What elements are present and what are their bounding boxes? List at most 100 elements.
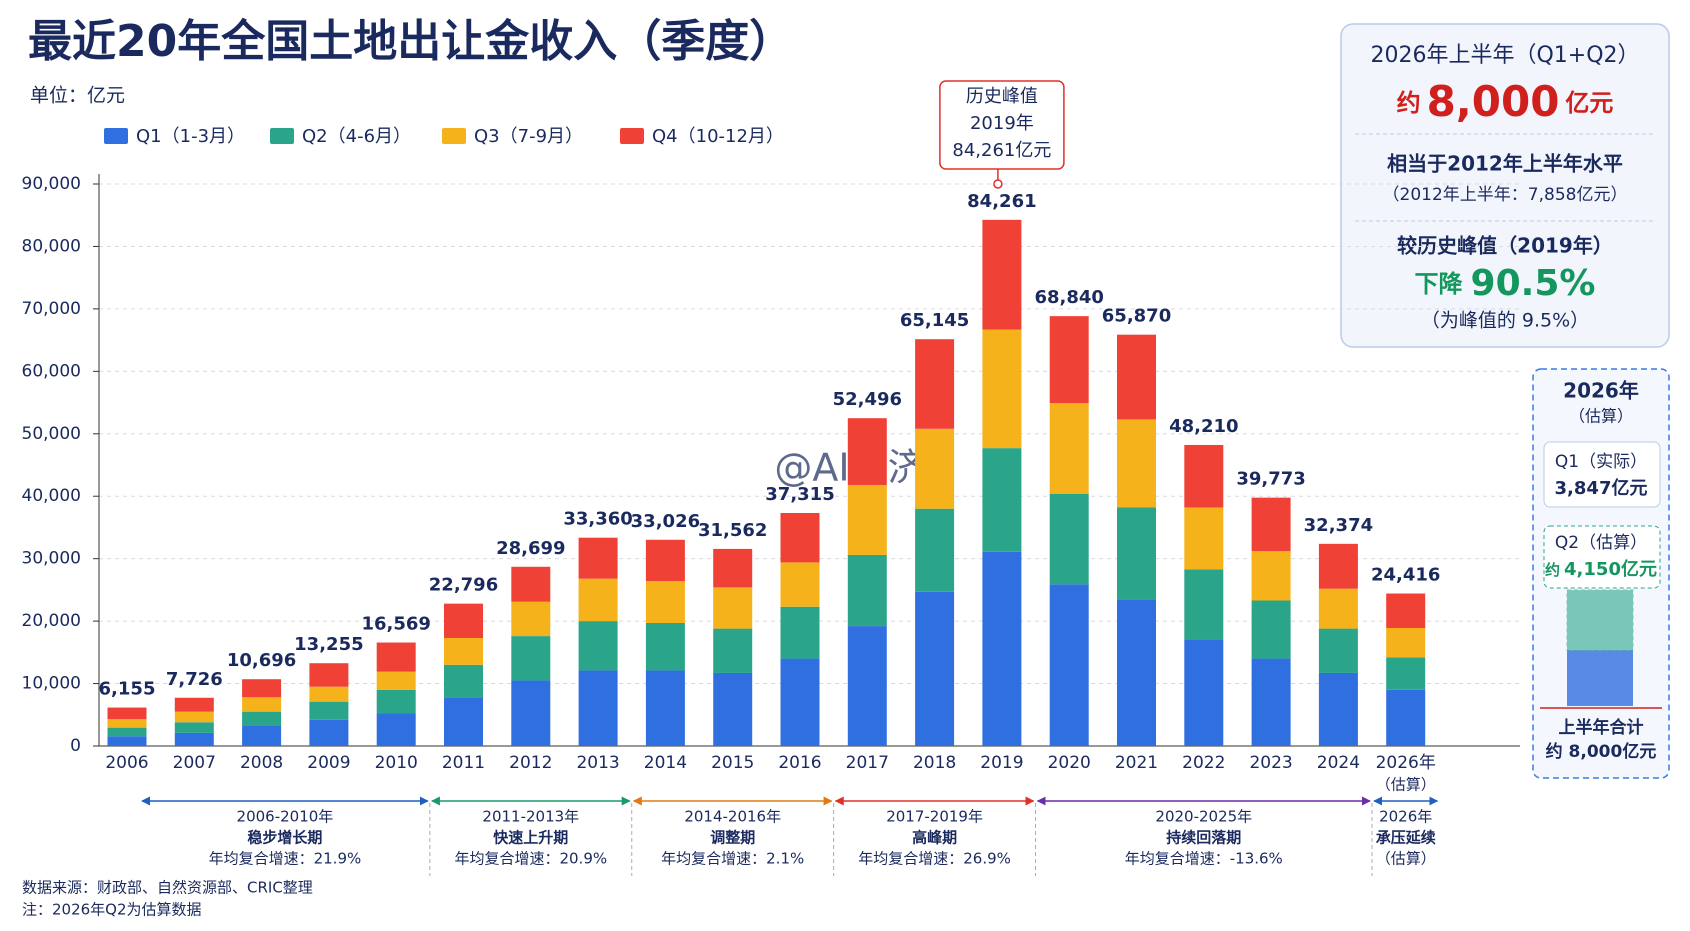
period-growth: 年均复合增速：2.1% <box>661 850 804 868</box>
bar-segment <box>1251 551 1291 601</box>
total-label: 31,562 <box>698 520 767 541</box>
bar-segment <box>376 671 416 690</box>
x-tick-label: 2012 <box>509 753 552 773</box>
bar-segment <box>1117 419 1156 508</box>
x-tick-label: 2011 <box>442 753 485 773</box>
bar-segment <box>1386 627 1426 658</box>
drop-word: 下降 <box>1415 270 1464 298</box>
legend-swatch <box>104 128 128 144</box>
total-label: 24,416 <box>1371 565 1440 586</box>
period-range: 2017-2019年 <box>886 808 983 826</box>
period-range: 2011-2013年 <box>482 808 579 826</box>
bar-segment <box>511 680 551 746</box>
unit: 亿元 <box>1565 89 1613 117</box>
bar-segment <box>1184 444 1224 508</box>
peak-text: 历史峰值 <box>966 86 1038 107</box>
estimate-note: （估算） <box>1569 407 1633 426</box>
mini-bar <box>1566 589 1634 651</box>
bar-segment <box>376 642 416 672</box>
period-range: 2026年 <box>1379 808 1432 826</box>
x-tick-label: 2010 <box>375 753 418 773</box>
period-growth: 年均复合增速：26.9% <box>858 850 1011 868</box>
q1-label: Q1（实际） <box>1555 452 1647 472</box>
bar-segment <box>1386 657 1426 690</box>
bar-segment <box>1049 584 1089 746</box>
drop-pct: 90.5% <box>1471 263 1596 304</box>
x-tick-label: 2009 <box>307 753 350 773</box>
bar-segment <box>444 603 483 638</box>
bar-segment <box>713 672 753 746</box>
bar-segment <box>982 551 1022 746</box>
unit-label: 单位：亿元 <box>30 85 125 107</box>
mini-bar <box>1567 650 1633 706</box>
total-label: 65,870 <box>1102 306 1171 327</box>
legend-swatch <box>620 128 644 144</box>
bar-segment <box>511 566 551 602</box>
bar-segment <box>1386 593 1426 628</box>
peak-heading: 较历史峰值（2019年） <box>1397 234 1613 258</box>
bar-segment <box>780 658 820 746</box>
total-label: 22,796 <box>429 575 498 596</box>
bar-segment <box>1251 497 1291 552</box>
y-tick-label: 30,000 <box>22 549 81 569</box>
period-growth: 年均复合增速：20.9% <box>454 850 607 868</box>
bar-segment <box>780 562 820 607</box>
summary-heading: 2026年上半年（Q1+Q2） <box>1370 43 1639 68</box>
x-tick-label: 2014 <box>644 753 687 773</box>
bar-segment <box>578 537 618 579</box>
amount: 8,000 <box>1427 77 1560 126</box>
peak-dot <box>993 179 1003 189</box>
period-name: 稳步增长期 <box>247 829 322 847</box>
bar-segment <box>645 581 685 623</box>
bar-segment <box>645 670 685 746</box>
bar-segment <box>309 701 349 720</box>
bar-segment <box>1251 600 1291 659</box>
bar-segment <box>107 727 147 737</box>
bar-segment <box>578 621 618 671</box>
total-label: 6,155 <box>99 679 156 700</box>
bar-segment <box>242 679 282 698</box>
bar-segment <box>174 732 214 746</box>
bar-segment <box>1049 316 1089 404</box>
bar-segment <box>107 736 147 746</box>
x-tick-label: 2018 <box>913 753 956 773</box>
bar-segment <box>915 428 955 509</box>
footnote: 数据来源：财政部、自然资源部、CRIC整理 <box>22 879 313 897</box>
y-tick-label: 20,000 <box>22 611 81 631</box>
total-label: 13,255 <box>294 634 363 655</box>
bar-segment <box>1184 507 1224 570</box>
q2-line: 约 4,150亿元 <box>1545 558 1657 580</box>
legend-label: Q4（10-12月） <box>652 126 784 147</box>
bar-segment <box>780 512 820 563</box>
y-tick-label: 40,000 <box>22 486 81 506</box>
bar-segment <box>309 663 349 687</box>
y-tick-label: 70,000 <box>22 299 81 319</box>
bar-segment <box>645 539 685 582</box>
bar-segment <box>174 711 214 723</box>
summary-amount: 约 8,000 亿元 <box>1397 77 1614 126</box>
bar-segment <box>915 339 955 429</box>
y-tick-label: 10,000 <box>22 674 81 694</box>
x-tick-label: 2024 <box>1317 753 1360 773</box>
total-label: 16,569 <box>361 614 430 635</box>
bar-segment <box>1184 569 1224 640</box>
category-note: （估算） <box>1376 776 1436 794</box>
total-label: 10,696 <box>227 650 296 671</box>
chart-title: 最近20年全国土地出让金收入（季度） <box>28 16 793 67</box>
bar-segment <box>847 418 887 485</box>
y-tick-label: 80,000 <box>22 236 81 256</box>
x-tick-label: 2020 <box>1048 753 1091 773</box>
peak-box <box>939 80 1065 170</box>
bar-segment <box>174 697 214 712</box>
bar-segment <box>1318 588 1358 629</box>
drop: 下降 90.5% <box>1415 263 1596 304</box>
total-label: 28,699 <box>496 538 565 559</box>
q1-amount: 3,847亿元 <box>1555 477 1648 499</box>
total-label: 37,315 <box>765 484 834 505</box>
bar-segment <box>578 578 618 622</box>
y-tick-label: 90,000 <box>22 174 81 194</box>
legend-label: Q1（1-3月） <box>136 126 245 147</box>
bar-segment <box>1318 628 1358 673</box>
bar-segment <box>242 697 282 712</box>
